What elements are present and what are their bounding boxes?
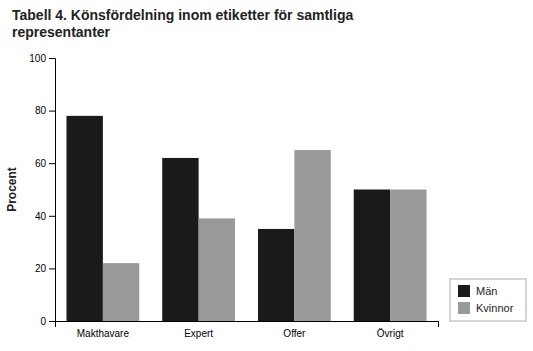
y-tick-mark — [49, 163, 55, 164]
legend-swatch — [458, 285, 470, 297]
x-tick-label: Övrigt — [377, 328, 404, 339]
x-tick: Makthavare — [77, 328, 130, 339]
y-tick-mark — [49, 111, 55, 112]
y-tick: 20 — [35, 263, 55, 274]
legend-item: Kvinnor — [458, 302, 514, 314]
title-line: representanter — [12, 24, 111, 40]
y-tick: 100 — [29, 53, 55, 64]
bar — [294, 150, 330, 321]
legend-label: Kvinnor — [476, 302, 514, 314]
bar — [103, 263, 139, 321]
legend-swatch — [458, 302, 470, 314]
bar — [258, 229, 294, 321]
y-tick: 40 — [35, 211, 55, 222]
y-axis-label: Procent — [5, 167, 19, 212]
y-tick-mark — [49, 268, 55, 269]
bar — [390, 190, 426, 322]
y-tick-label: 20 — [35, 263, 47, 274]
axis-domain — [56, 322, 439, 328]
title-line: Tabell 4. Könsfördelning inom etiketter … — [12, 7, 353, 23]
y-tick-label: 100 — [29, 53, 46, 64]
bar-series — [103, 150, 427, 321]
x-tick: Offer — [283, 328, 306, 339]
chart: Tabell 4. Könsfördelning inom etiketter … — [0, 0, 533, 351]
y-tick: 60 — [35, 158, 55, 169]
bar — [66, 116, 102, 321]
legend-item: Män — [458, 285, 497, 297]
title: Tabell 4. Könsfördelning inom etiketter … — [12, 7, 353, 40]
legend-label: Män — [476, 285, 497, 297]
x-tick-label: Offer — [283, 328, 306, 339]
y-tick-label: 0 — [40, 316, 46, 327]
y-tick-label: 40 — [35, 211, 47, 222]
legend-frame — [450, 279, 526, 321]
x-tick-label: Expert — [184, 328, 213, 339]
y-axis: 0 20 40 60 80 100 — [29, 53, 55, 327]
y-tick: 80 — [35, 105, 55, 116]
bar-series — [66, 116, 390, 321]
plot: 0 20 40 60 80 100 Makthavare Expert Offer Övrigt — [29, 53, 438, 339]
legend: Män Kvinnor — [450, 279, 526, 321]
x-tick: Expert — [184, 328, 213, 339]
y-tick-label: 60 — [35, 158, 47, 169]
y-tick-mark — [49, 321, 55, 322]
x-tick-label: Makthavare — [77, 328, 130, 339]
x-tick: Övrigt — [377, 328, 404, 339]
y-tick-mark — [49, 58, 55, 59]
axis-domain — [49, 59, 56, 322]
bars — [66, 116, 426, 321]
bar — [162, 158, 198, 321]
y-tick-label: 80 — [35, 105, 47, 116]
y-tick-mark — [49, 216, 55, 217]
y-tick: 0 — [40, 316, 55, 327]
x-axis: Makthavare Expert Offer Övrigt — [56, 322, 439, 340]
bar — [354, 190, 390, 322]
bar — [199, 218, 235, 321]
